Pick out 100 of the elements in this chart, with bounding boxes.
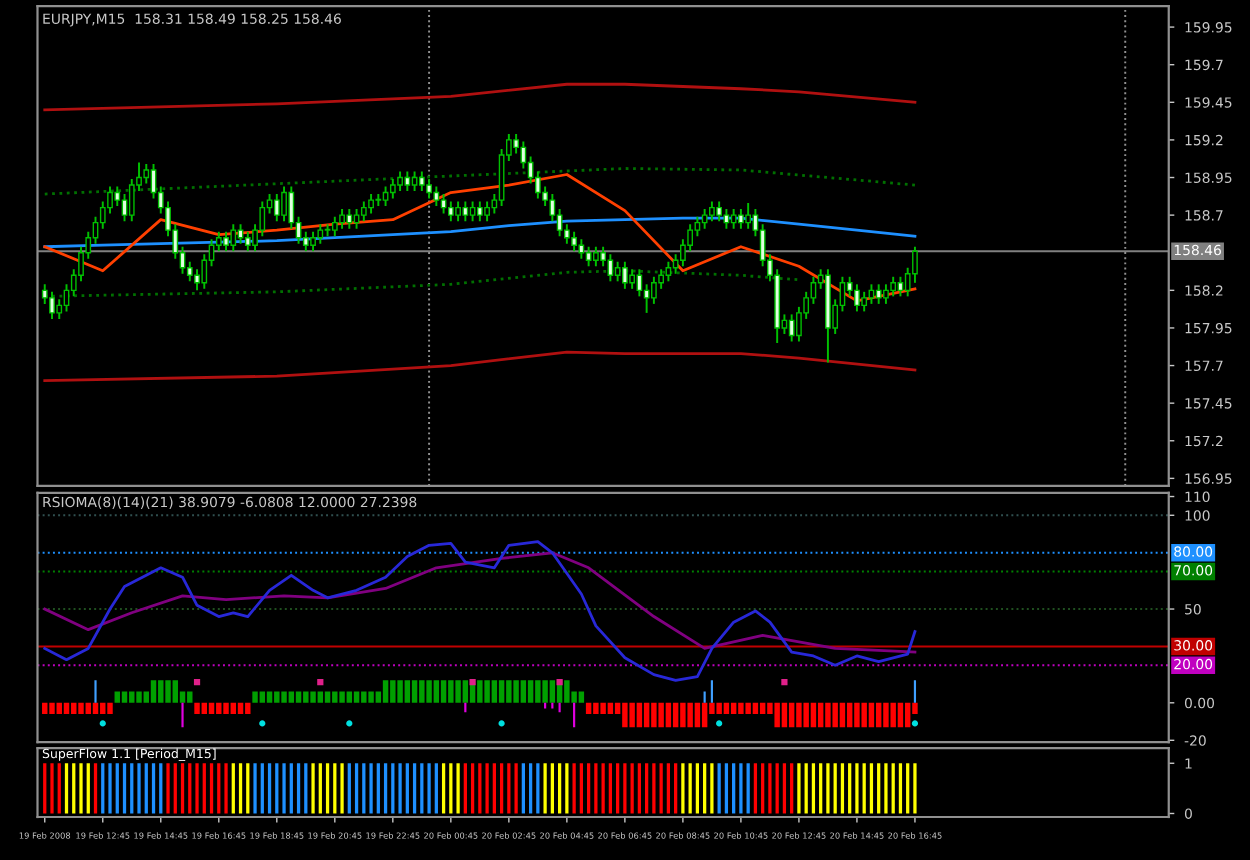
bar: [121, 691, 128, 703]
candlestick: [143, 163, 150, 185]
bar: [404, 680, 411, 703]
candlestick: [353, 208, 360, 230]
line-series: [43, 216, 917, 249]
candlestick: [701, 208, 708, 230]
candlestick: [665, 260, 672, 283]
candlestick: [549, 193, 556, 223]
candlestick: [49, 290, 55, 320]
bar: [114, 691, 120, 703]
candlestick: [709, 200, 715, 223]
bar: [259, 691, 266, 703]
bar: [71, 702, 77, 715]
candlestick: [404, 170, 411, 193]
bar: [136, 691, 142, 703]
candlestick: [56, 298, 63, 320]
bar: [803, 702, 809, 728]
bar: [738, 702, 744, 715]
bar: [332, 691, 338, 703]
candlestick: [339, 208, 345, 230]
bar: [317, 691, 324, 703]
line-series: [43, 173, 917, 303]
line-series: [43, 167, 917, 196]
bar: [629, 702, 635, 728]
bar: [201, 702, 208, 715]
candlestick: [738, 208, 744, 230]
candlestick: [418, 170, 425, 193]
bar: [883, 702, 889, 728]
candlestick: [397, 170, 403, 193]
bar: [295, 691, 302, 703]
bar: [745, 702, 751, 715]
bar: [564, 680, 570, 703]
bar: [890, 702, 896, 728]
bar: [607, 702, 614, 715]
bar: [527, 680, 534, 703]
bar: [796, 702, 802, 728]
bar: [694, 702, 701, 728]
bar: [643, 702, 650, 728]
bar: [208, 702, 215, 715]
candlestick: [622, 260, 628, 290]
bar: [904, 702, 911, 728]
bar: [651, 702, 657, 728]
bar: [578, 691, 585, 703]
bar: [730, 702, 737, 715]
candlestick: [694, 215, 701, 238]
line-series: [43, 350, 917, 382]
bar: [687, 702, 693, 728]
candlestick: [411, 170, 418, 193]
bar: [680, 702, 686, 728]
bar: [78, 702, 84, 715]
bar: [237, 702, 244, 715]
candlestick: [426, 178, 432, 200]
bar: [187, 691, 193, 703]
bar: [165, 680, 171, 703]
line-series: [43, 82, 917, 112]
bar: [324, 691, 331, 703]
candlestick: [455, 200, 461, 223]
line-series: [43, 551, 917, 654]
bar: [585, 702, 592, 715]
bar: [411, 680, 418, 703]
bar: [477, 680, 483, 703]
bar: [861, 702, 867, 728]
bar: [85, 702, 91, 715]
bar: [158, 680, 164, 703]
candlestick: [346, 208, 353, 230]
bar: [600, 702, 606, 715]
bar: [310, 691, 316, 703]
bar: [42, 702, 48, 715]
candlestick: [447, 200, 454, 223]
bar: [266, 691, 273, 703]
candlestick: [462, 200, 469, 223]
bar: [498, 680, 505, 703]
bar: [230, 702, 237, 715]
candlestick: [484, 200, 490, 223]
candlestick: [331, 215, 338, 238]
bar: [216, 702, 222, 715]
candlestick: [745, 202, 752, 230]
bar: [49, 702, 55, 715]
candlestick: [788, 313, 795, 343]
bar: [506, 680, 512, 703]
bar: [846, 702, 853, 728]
bar: [223, 702, 229, 715]
candlestick: [368, 193, 374, 215]
candlestick: [585, 245, 592, 268]
candlestick: [223, 230, 229, 253]
bar: [484, 680, 490, 703]
bar: [129, 691, 135, 703]
bar: [63, 702, 70, 715]
bar: [622, 702, 628, 728]
bar: [448, 680, 454, 703]
candlestick: [201, 253, 208, 290]
candlestick: [281, 185, 287, 223]
bar: [513, 680, 519, 703]
bar: [150, 680, 157, 703]
bar: [194, 702, 200, 715]
bar: [658, 702, 664, 728]
bar: [817, 702, 824, 728]
line-series: [43, 540, 917, 682]
bar: [723, 702, 730, 715]
candlestick: [440, 193, 447, 215]
